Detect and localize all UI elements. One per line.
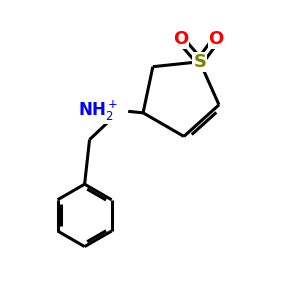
Text: O: O <box>208 31 224 49</box>
Text: O: O <box>173 31 188 49</box>
Text: NH$_2^+$: NH$_2^+$ <box>77 99 118 124</box>
Text: S: S <box>193 53 206 71</box>
